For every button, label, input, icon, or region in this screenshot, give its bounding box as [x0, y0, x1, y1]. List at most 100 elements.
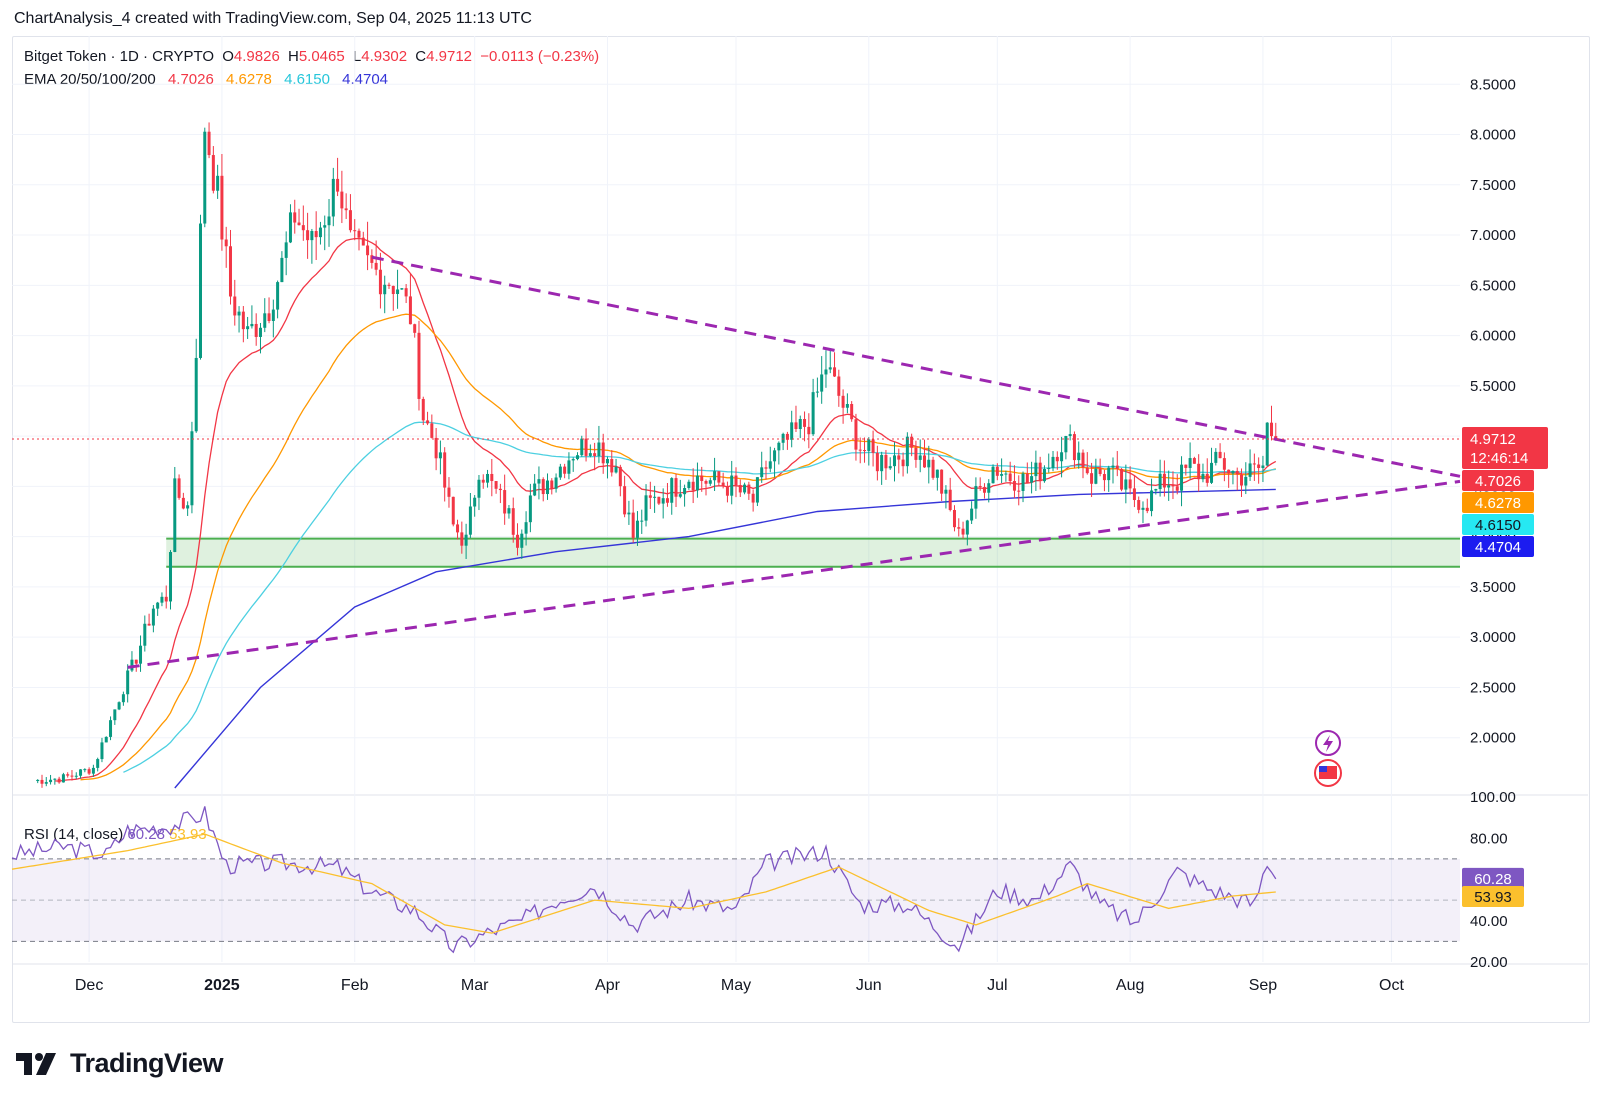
candle-body — [935, 469, 939, 478]
candle-body — [567, 460, 571, 474]
price-tick-label: 8.5000 — [1470, 76, 1516, 93]
candle-body — [79, 769, 83, 776]
candle-body — [246, 326, 250, 330]
candle-body — [1072, 434, 1076, 461]
ema-tag-3-bg — [1462, 536, 1534, 557]
candle-body — [494, 481, 498, 489]
candle-body — [794, 422, 798, 430]
ascending-trendline — [127, 479, 1461, 669]
candle-body — [1060, 452, 1064, 462]
candle-body — [241, 311, 245, 330]
candle-body — [1098, 468, 1102, 475]
ema-label: EMA 20/50/100/200 — [24, 71, 156, 88]
candle-body — [481, 479, 485, 483]
candle-body — [1128, 479, 1132, 489]
candle-body — [1021, 473, 1025, 491]
candle-body — [126, 670, 130, 695]
candle-body — [301, 225, 305, 231]
candle-body — [378, 269, 382, 295]
candle-body — [297, 222, 301, 226]
candle-body — [944, 489, 948, 494]
candle-body — [143, 623, 147, 646]
candle-body — [563, 466, 567, 474]
candle-body — [181, 497, 185, 509]
candle-body — [40, 779, 44, 784]
candle-body — [151, 608, 155, 626]
candle-body — [443, 452, 447, 488]
candle-body — [57, 778, 61, 783]
candle-body — [464, 534, 468, 546]
brand-name: TradingView — [70, 1048, 224, 1078]
candle-body — [721, 482, 725, 487]
time-tick-label: 2025 — [204, 977, 240, 994]
candle-body — [970, 508, 974, 521]
candle-body — [940, 469, 944, 494]
candle-body — [1167, 485, 1171, 488]
rsi-legend: RSI (14, close) 60.28 53.93 — [24, 826, 207, 843]
last-price-tag-bg — [1462, 427, 1548, 470]
candle-body — [965, 520, 969, 535]
candle-body — [139, 645, 143, 664]
candle-body — [280, 257, 284, 283]
candle-body — [798, 419, 802, 430]
candle-body — [100, 742, 104, 760]
candle-body — [773, 450, 777, 462]
candle-body — [1201, 473, 1205, 480]
price-tick-label: 8.0000 — [1470, 127, 1516, 144]
candle-body — [1115, 465, 1119, 470]
candle-body — [601, 442, 605, 464]
candle-body — [871, 439, 875, 453]
candle-body — [747, 484, 751, 494]
candle-body — [421, 398, 425, 421]
candle-body — [764, 467, 768, 469]
candle-body — [96, 759, 100, 768]
ema-tag-0-bg — [1462, 470, 1534, 491]
candle-body — [391, 285, 395, 295]
open-value: 4.9826 — [233, 48, 280, 65]
candle-body — [109, 720, 113, 737]
candle-body — [1000, 474, 1004, 476]
candle-body — [1192, 458, 1196, 464]
candle-body — [503, 490, 507, 514]
candle-body — [1265, 422, 1269, 466]
candle-body — [910, 436, 914, 448]
candle-body — [1248, 463, 1252, 477]
candle-body — [978, 485, 982, 488]
change-value: −0.0113 (−0.23%) — [480, 48, 600, 65]
candle-body — [1252, 463, 1256, 465]
candle-body — [815, 391, 819, 393]
candle-body — [400, 288, 404, 290]
rsi-tick-label: 100.00 — [1470, 789, 1516, 806]
rsi-line — [11, 806, 1277, 954]
candle-body — [413, 324, 417, 333]
candle-body — [730, 475, 734, 496]
candle-body — [74, 775, 78, 777]
candle-body — [837, 376, 841, 396]
candle-body — [880, 454, 884, 472]
candle-body — [1141, 507, 1145, 510]
candle-body — [1222, 458, 1226, 470]
candle-body — [130, 659, 134, 671]
candle-body — [845, 404, 849, 408]
candle-body — [198, 223, 202, 358]
rsi-ma-line — [11, 833, 1276, 934]
tradingview-brand[interactable]: TradingView — [16, 1048, 224, 1079]
candle-body — [460, 532, 464, 546]
ema200-line — [174, 488, 1276, 789]
candle-body — [957, 527, 961, 529]
candle-body — [1154, 489, 1158, 491]
candle-body — [541, 479, 545, 495]
chart-caption: ChartAnalysis_4 created with TradingView… — [14, 10, 532, 27]
candle-body — [901, 459, 905, 467]
candle-body — [1158, 473, 1162, 490]
candle-body — [1055, 456, 1059, 462]
candle-body — [160, 596, 164, 603]
candle-body — [207, 131, 211, 156]
candle-body — [1171, 485, 1175, 487]
rsi-tick-label: 40.00 — [1470, 913, 1508, 930]
candle-body — [336, 178, 340, 192]
candle-body — [507, 508, 511, 514]
candle-body — [203, 131, 207, 224]
candle-body — [828, 367, 832, 370]
